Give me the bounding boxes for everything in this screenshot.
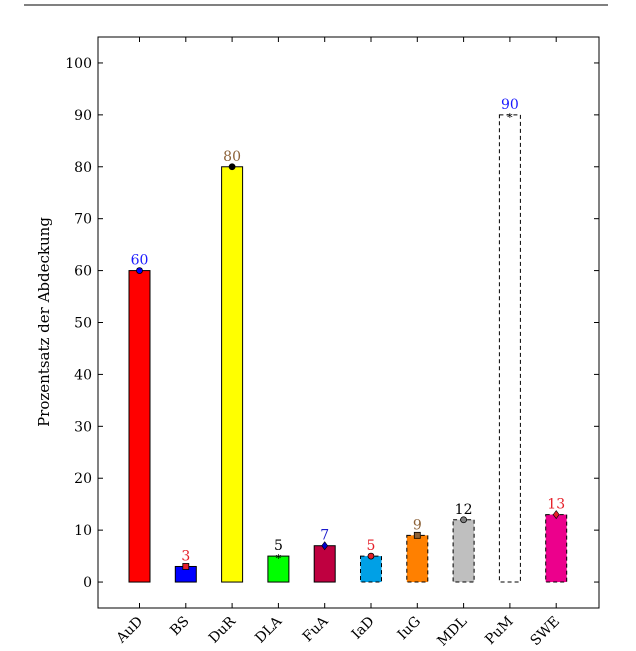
y-tick-label: 100: [65, 56, 92, 72]
x-tick-label: IuG: [395, 614, 425, 644]
data-label: 90: [501, 97, 519, 113]
y-tick-label: 30: [74, 419, 92, 435]
y-tick-label: 60: [74, 264, 92, 280]
data-label: 12: [455, 502, 473, 518]
data-marker: [182, 563, 190, 570]
data-label: 3: [181, 548, 190, 564]
x-tick-label: DLA: [252, 613, 286, 647]
y-tick-label: 90: [74, 108, 92, 124]
bars-layer: ∗∗: [128, 109, 568, 583]
data-marker: [367, 552, 375, 560]
x-tick-label: SWE: [528, 614, 563, 649]
data-label: 13: [547, 497, 565, 513]
axes-layer: [97, 36, 600, 609]
y-tick-label: 20: [74, 471, 92, 487]
plot-frame: [97, 36, 600, 609]
data-marker: [136, 267, 143, 274]
y-axis-title: Prozentsatz der Abdeckung: [35, 217, 53, 427]
x-tick-label: DuR: [206, 613, 239, 646]
data-marker: [228, 163, 236, 171]
bar: [452, 519, 475, 583]
x-tick-label: AuD: [113, 614, 146, 647]
x-tick-label: MDL: [434, 614, 470, 650]
data-marker: [413, 531, 421, 539]
data-marker: ∗: [275, 550, 282, 563]
y-tick-label: 10: [74, 523, 92, 539]
data-marker: [460, 516, 468, 524]
x-tick-label: FuA: [300, 613, 332, 645]
x-tick-label: IaD: [349, 614, 378, 643]
bar: [267, 555, 290, 583]
y-tick-label: 80: [74, 160, 92, 176]
data-label: 5: [367, 538, 376, 554]
bar: [221, 166, 244, 583]
data-label: 5: [274, 538, 283, 554]
data-label: 60: [131, 253, 149, 269]
bar: [545, 514, 568, 583]
y-tick-label: 40: [74, 367, 92, 383]
bar: [313, 545, 336, 583]
x-tick-label: BS: [167, 614, 192, 639]
y-tick-label: 0: [83, 575, 92, 591]
bar: [498, 114, 521, 583]
x-tick-label: PuM: [482, 614, 516, 648]
y-tick-label: 50: [74, 316, 92, 332]
data-label: 80: [223, 149, 241, 165]
bar: [128, 270, 151, 583]
data-label: 7: [320, 528, 329, 544]
ticks-layer: [98, 37, 599, 608]
bar: [406, 534, 429, 583]
data-marker: ∗: [506, 109, 513, 122]
data-label: 9: [413, 517, 422, 533]
y-tick-label: 70: [74, 212, 92, 228]
data-marker: [321, 541, 329, 551]
bar: [360, 555, 382, 583]
data-marker: [552, 510, 560, 520]
